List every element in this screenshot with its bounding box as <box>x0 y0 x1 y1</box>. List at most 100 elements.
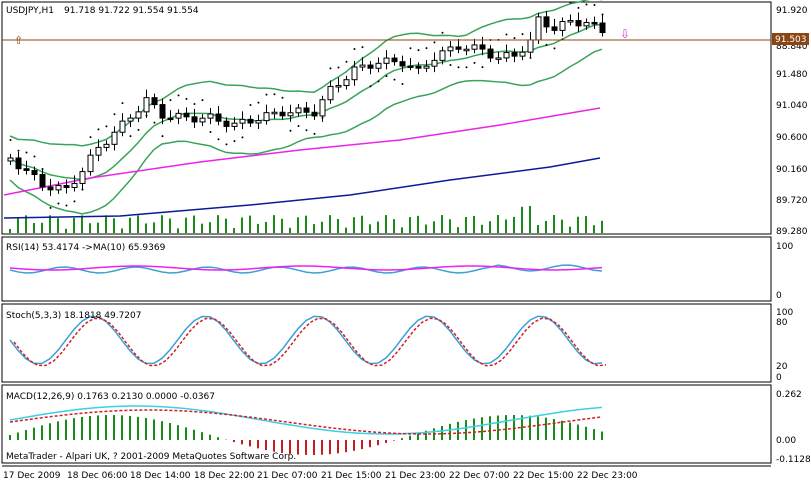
sar-dot <box>217 138 220 141</box>
symbol-label: USDJPY,H1 <box>6 6 54 16</box>
sar-dot <box>169 99 172 102</box>
sar-dot <box>241 136 244 139</box>
candle-body <box>527 39 534 53</box>
macd-hist-bar <box>17 432 19 440</box>
macd-hist-bar <box>33 427 35 440</box>
macd-hist-bar <box>153 419 155 440</box>
sar-dot <box>73 200 76 203</box>
price-tick: 90.160 <box>776 165 808 175</box>
candle-body <box>535 16 542 41</box>
volume-bar <box>481 224 483 233</box>
candle-body <box>335 85 342 88</box>
volume-bar <box>489 221 491 233</box>
volume-bar <box>297 217 299 233</box>
candle-body <box>407 65 414 68</box>
macd-hist-bar <box>137 416 139 440</box>
sar-dot <box>201 99 204 102</box>
stoch-lines <box>9 315 607 367</box>
ma-fast-line <box>3 107 601 196</box>
volume-bar <box>121 228 123 233</box>
sar-dot <box>257 101 260 104</box>
volume-bar <box>401 227 403 233</box>
candle-body <box>95 146 102 156</box>
volume-bar <box>313 224 315 233</box>
volume-bar <box>281 218 283 233</box>
candle-body <box>311 111 318 117</box>
macd-hist-bar <box>273 440 275 452</box>
volume-bar <box>377 221 379 233</box>
candle-body <box>255 120 262 124</box>
volume-bar <box>441 215 443 233</box>
macd-hist-bar <box>401 438 403 440</box>
candle-body <box>223 120 230 127</box>
time-tick: 17 Dec 2009 <box>3 471 61 481</box>
sar-dot <box>273 93 276 96</box>
volume-bar <box>209 222 211 233</box>
volume-bar <box>329 215 331 233</box>
macd-hist-bar <box>113 415 115 440</box>
macd-hist-bar <box>209 434 211 440</box>
candle-body <box>591 21 598 25</box>
band-lower <box>9 48 603 215</box>
stoch-signal-line <box>13 317 607 367</box>
candle-body <box>135 111 142 119</box>
sar-dot <box>329 67 332 70</box>
volume-bar <box>97 222 99 233</box>
ma-slow-line <box>3 157 601 219</box>
volume-bar <box>497 215 499 233</box>
macd-hist-bar <box>465 420 467 440</box>
price-axis: 91.920 91.480 91.040 90.600 90.160 89.72… <box>776 6 808 237</box>
candle-body <box>279 111 286 117</box>
sar-dot <box>129 135 132 138</box>
macd-hist-bar <box>129 415 131 440</box>
volume-bar <box>17 218 19 233</box>
macd-hist-bar <box>545 417 547 440</box>
macd-hist-bar <box>145 417 147 440</box>
volume-bar <box>409 217 411 233</box>
volume-bar <box>49 215 51 233</box>
stoch-pane[interactable] <box>1 303 772 383</box>
candle-body <box>495 57 502 60</box>
sar-dot <box>393 78 396 81</box>
sar-dot <box>225 143 228 146</box>
moving-averages <box>3 107 601 219</box>
candle-body <box>423 65 430 69</box>
sar-dot <box>97 128 100 131</box>
candle-body <box>239 118 246 124</box>
macd-hist-bar <box>385 440 387 443</box>
candle-body <box>551 26 558 31</box>
volume-bar <box>593 225 595 233</box>
volume-bar <box>577 216 579 233</box>
candle-body <box>303 107 310 113</box>
candle-body <box>207 113 214 119</box>
volume-bar <box>169 218 171 233</box>
macd-hist-bar <box>369 440 371 448</box>
price-tick: 90.600 <box>776 133 808 143</box>
candle-body <box>263 112 270 122</box>
candle-body <box>151 97 158 106</box>
volume-bar <box>257 223 259 233</box>
sar-dot <box>369 85 372 88</box>
macd-hist-bar <box>57 421 59 440</box>
volume-bar <box>585 216 587 233</box>
sar-dot <box>89 136 92 139</box>
macd-hist-bar <box>577 424 579 440</box>
macd-hist-bar <box>241 440 243 445</box>
rsi-pane[interactable] <box>1 236 772 302</box>
volume-bar <box>41 222 43 233</box>
sar-dot <box>417 49 420 52</box>
macd-hist-bar <box>353 440 355 451</box>
macd-hist-bar <box>257 440 259 449</box>
time-tick: 21 Dec 07:00 <box>257 471 318 481</box>
macd-hist-bar <box>249 440 251 447</box>
main-pane[interactable] <box>1 1 772 235</box>
volume-bar <box>185 217 187 233</box>
macd-hist-bar <box>521 415 523 440</box>
macd-hist-bar <box>393 440 395 441</box>
stoch-label: Stoch(5,3,3) 18.1818 49.7207 <box>6 311 141 321</box>
candle-body <box>47 186 54 191</box>
current-price-badge <box>772 33 809 45</box>
sar-dot <box>297 125 300 128</box>
sar-dot <box>449 63 452 66</box>
